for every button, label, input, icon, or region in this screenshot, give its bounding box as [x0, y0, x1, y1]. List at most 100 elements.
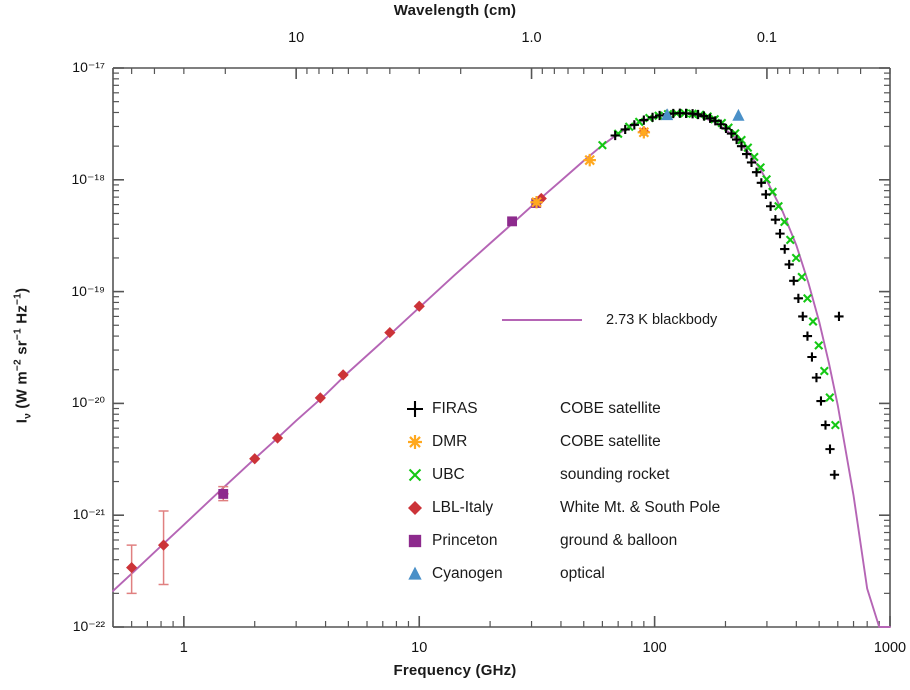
- plus-marker: [751, 167, 762, 177]
- plus-marker: [789, 276, 799, 286]
- cross-marker: [808, 317, 818, 327]
- x-tick-label-1: 1: [179, 640, 188, 656]
- series-firas: [610, 108, 844, 480]
- asterisk-marker: [530, 196, 543, 209]
- top-axis-title: Wavelength (cm): [393, 2, 517, 19]
- plus-marker: [726, 128, 737, 139]
- asterisk-marker: [583, 153, 596, 167]
- plus-marker: [710, 116, 720, 126]
- cross-marker: [791, 253, 801, 263]
- plus-marker: [736, 141, 747, 151]
- wavelength-tick-label-2: 0.1: [756, 30, 777, 46]
- plus-marker: [407, 400, 423, 417]
- cross-marker: [779, 217, 789, 227]
- legend-row-cyanogen: Cyanogen optical: [398, 557, 720, 590]
- y-tick-label-5: 10⁻¹⁷: [72, 59, 105, 75]
- wavelength-tick-label-0: 10: [288, 30, 305, 46]
- cross-marker: [597, 140, 607, 150]
- legend-row-firas: FIRAS COBE satellite: [398, 392, 720, 425]
- legend-instrument-name: LBL-Italy: [432, 498, 494, 516]
- diamond-marker: [249, 453, 261, 465]
- triangle-marker: [732, 108, 745, 121]
- plus-marker: [705, 113, 715, 123]
- plus-marker: [766, 201, 776, 211]
- cross-marker: [737, 135, 747, 145]
- cross-marker: [819, 366, 829, 376]
- series-dmr: [530, 126, 651, 209]
- square-marker: [507, 216, 518, 227]
- y-tick-label-1: 10⁻²¹: [72, 506, 105, 523]
- x-tick-label-10: 10: [411, 640, 428, 656]
- cross-marker: [408, 468, 422, 481]
- diamond-marker: [337, 369, 349, 381]
- plus-marker: [825, 444, 835, 454]
- x-tick-label-100: 100: [642, 640, 667, 656]
- plus-marker: [820, 420, 831, 430]
- plus-marker: [693, 109, 703, 120]
- plus-marker: [761, 189, 771, 200]
- legend-instrument-description: White Mt. & South Pole: [560, 498, 721, 516]
- legend-instrument-name: FIRAS: [432, 399, 478, 417]
- legend-row-princeton: Princeton ground & balloon: [398, 524, 720, 557]
- cross-marker: [785, 235, 795, 245]
- plus-marker: [816, 396, 826, 406]
- legend-instrument-description: sounding rocket: [560, 465, 670, 483]
- cross-marker: [825, 392, 835, 402]
- plus-marker: [716, 119, 726, 129]
- blackbody-legend-label: 2.73 K blackbody: [606, 312, 718, 329]
- cross-marker: [830, 420, 840, 430]
- cross-marker: [802, 293, 812, 303]
- plus-marker: [775, 229, 785, 239]
- asterisk-marker: [637, 126, 651, 139]
- diamond-marker: [157, 539, 170, 551]
- cross-marker: [797, 272, 807, 282]
- plus-marker: [699, 111, 709, 121]
- asterisk-marker: [408, 434, 422, 449]
- plus-marker: [647, 112, 658, 122]
- plus-marker: [784, 259, 794, 270]
- plus-marker: [746, 157, 757, 168]
- square-icon: [398, 529, 432, 553]
- square-marker: [218, 488, 229, 499]
- plus-marker: [834, 311, 844, 322]
- plus-marker: [829, 470, 840, 480]
- plus-marker: [756, 178, 766, 188]
- plus-marker: [770, 215, 781, 225]
- square-marker: [408, 534, 422, 547]
- legend-instrument-description: COBE satellite: [560, 432, 661, 450]
- plus-icon: [398, 397, 432, 421]
- plus-marker: [721, 123, 731, 134]
- legend-instrument-name: DMR: [432, 432, 468, 450]
- diamond-icon: [398, 496, 432, 520]
- cross-icon: [398, 463, 432, 487]
- cross-marker: [814, 340, 824, 350]
- plus-marker: [798, 311, 808, 322]
- triangle-icon: [398, 562, 432, 586]
- legend-instrument-name: Princeton: [432, 531, 498, 549]
- series-cyanogen: [661, 108, 745, 121]
- y-tick-label-4: 10⁻¹⁸: [71, 170, 105, 187]
- plus-marker: [620, 124, 630, 135]
- plus-marker: [655, 110, 665, 121]
- x-tick-label-1000: 1000: [873, 640, 907, 656]
- triangle-marker: [661, 108, 674, 121]
- legend-instrument-description: COBE satellite: [560, 399, 661, 417]
- bottom-axis-title: Frequency (GHz): [393, 662, 517, 679]
- plus-marker: [629, 120, 639, 130]
- y-tick-label-2: 10⁻²⁰: [71, 394, 105, 411]
- y-tick-label-3: 10⁻¹⁹: [71, 282, 105, 299]
- legend-instrument-description: ground & balloon: [560, 531, 678, 549]
- plus-marker: [793, 293, 803, 303]
- triangle-marker: [408, 566, 422, 580]
- diamond-marker: [314, 392, 326, 404]
- blackbody-legend-swatch: [502, 319, 582, 322]
- plus-marker: [639, 115, 649, 125]
- legend-row-lbl-italy: LBL-Italy White Mt. & South Pole: [398, 491, 720, 524]
- blackbody-curve-legend: 2.73 K blackbody: [500, 312, 717, 328]
- diamond-marker: [126, 561, 138, 574]
- plus-marker: [780, 244, 790, 254]
- legend-instrument-name: UBC: [432, 465, 465, 483]
- diamond-marker: [408, 500, 422, 515]
